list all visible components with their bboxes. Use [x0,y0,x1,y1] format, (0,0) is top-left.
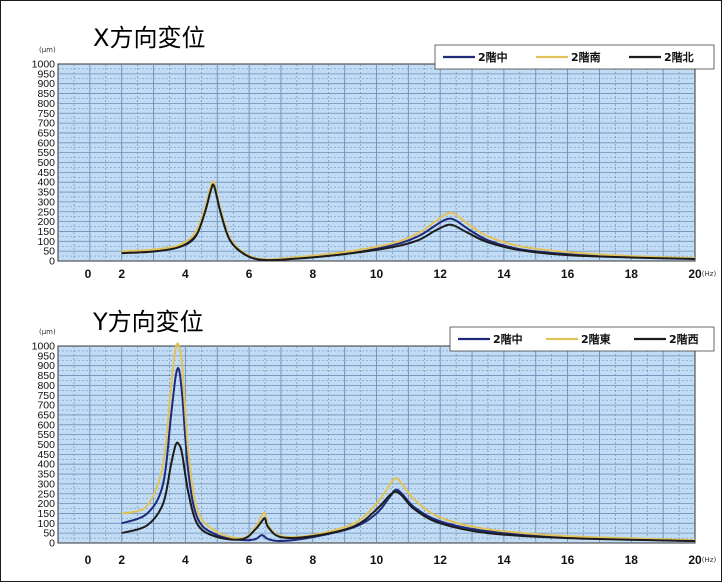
y-tick-label: 450 [37,449,55,461]
x-tick-label: 2 [118,553,125,567]
y-tick-label: 0 [49,256,55,268]
y-tick-label: 1000 [32,341,56,353]
series-line-3 [121,441,696,542]
y-tick-label: 550 [37,429,55,441]
x-tick-label: 16 [561,553,575,567]
x-axis-unit: (Hz) [702,556,717,564]
y-axis-unit: (μm) [39,328,56,336]
chart-panel-1: X方向変位(μm)1000950900850800750700650600550… [32,24,717,281]
y-tick-label: 50 [43,246,55,258]
x-tick-label: 4 [182,267,189,281]
legend-label: 2階中 [493,332,523,346]
x-tick-label: 4 [182,553,189,567]
y-tick-label: 800 [37,98,55,110]
chart-panel-2: Y方向変位(μm)1000950900850800750700650600550… [32,308,717,567]
y-tick-label: 350 [37,469,55,481]
y-tick-label: 400 [37,177,55,189]
y-tick-label: 300 [37,478,55,490]
y-tick-label: 50 [43,528,55,540]
series-group [121,180,696,262]
series-line-3 [121,183,696,262]
x-tick-label: 6 [246,553,253,567]
x-axis-unit: (Hz) [702,270,717,278]
y-tick-label: 500 [37,439,55,451]
y-tick-label: 750 [37,390,55,402]
x-tick-label: 16 [561,267,575,281]
y-axis-unit: (μm) [39,46,56,54]
y-tick-label: 500 [37,157,55,169]
y-tick-label: 850 [37,88,55,100]
y-tick-label: 950 [37,350,55,362]
y-tick-label: 850 [37,370,55,382]
y-tick-label: 0 [49,538,55,550]
x-tick-label: 10 [370,553,384,567]
y-tick-label: 1000 [32,59,56,71]
y-tick-label: 800 [37,380,55,392]
y-tick-label: 650 [37,409,55,421]
series-group [121,342,696,543]
y-tick-label: 100 [37,518,55,530]
y-tick-label: 400 [37,459,55,471]
y-tick-label: 300 [37,196,55,208]
x-tick-label: 12 [434,553,448,567]
x-tick-label: 8 [309,553,316,567]
y-tick-label: 200 [37,216,55,228]
x-tick-label: 14 [497,553,511,567]
y-tick-label: 550 [37,147,55,159]
y-tick-label: 250 [37,488,55,500]
x-tick-label: 18 [625,553,639,567]
legend-box [434,44,715,70]
y-tick-label: 900 [37,360,55,372]
x-tick-label: 10 [370,267,384,281]
y-tick-label: 200 [37,498,55,510]
legend-box [449,326,715,352]
x-tick-label: 0 [85,553,92,567]
y-tick-label: 150 [37,508,55,520]
y-tick-label: 250 [37,206,55,218]
y-tick-label: 950 [37,68,55,80]
legend-label: 2階西 [669,332,699,346]
y-tick-label: 450 [37,167,55,179]
series-line-2 [121,180,696,261]
series-line-2 [121,342,696,541]
x-tick-label: 20 [688,267,702,281]
series-line-1 [121,367,696,543]
x-tick-label: 8 [309,267,316,281]
y-tick-label: 150 [37,226,55,238]
y-tick-label: 100 [37,236,55,248]
legend-label: 2階中 [478,50,508,64]
x-tick-label: 6 [246,267,253,281]
legend: 2階中 2階東 2階西 [449,326,715,352]
y-tick-label: 900 [37,78,55,90]
chart-title: X方向変位 [93,24,205,52]
x-tick-label: 12 [434,267,448,281]
y-tick-label: 700 [37,400,55,412]
y-tick-label: 600 [37,137,55,149]
y-tick-label: 700 [37,118,55,130]
y-tick-label: 600 [37,419,55,431]
x-tick-label: 2 [118,267,125,281]
grid [58,64,695,261]
x-tick-label: 18 [625,267,639,281]
y-tick-label: 750 [37,108,55,120]
legend: 2階中 2階南 2階北 [434,44,715,70]
legend-label: 2階東 [581,332,612,346]
y-tick-label: 350 [37,187,55,199]
y-tick-label: 650 [37,127,55,139]
chart-title: Y方向変位 [92,308,204,336]
x-tick-label: 14 [497,267,511,281]
legend-label: 2階南 [571,50,601,64]
x-tick-label: 0 [85,267,92,281]
legend-label: 2階北 [664,50,694,64]
x-tick-label: 20 [688,553,702,567]
